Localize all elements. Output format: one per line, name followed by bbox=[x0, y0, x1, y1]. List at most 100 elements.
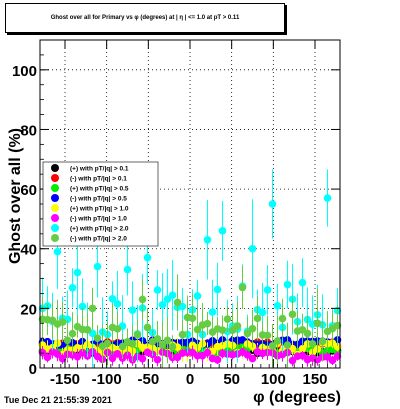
data-point bbox=[38, 348, 47, 357]
data-point bbox=[73, 352, 82, 361]
data-point bbox=[53, 350, 62, 359]
data-point bbox=[218, 326, 227, 334]
data-point bbox=[248, 354, 257, 363]
data-point bbox=[203, 319, 212, 328]
data-point bbox=[58, 318, 67, 326]
data-point bbox=[288, 356, 297, 365]
axis-ticks: -150 -100 -50 0 50 100 150 0 20 40 60 80 100 bbox=[12, 39, 340, 388]
data-point bbox=[153, 335, 162, 343]
data-point bbox=[333, 352, 342, 361]
data-point bbox=[273, 301, 282, 310]
data-points bbox=[38, 169, 342, 368]
x-tick-label: 100 bbox=[261, 371, 286, 388]
data-point bbox=[188, 314, 197, 322]
data-point bbox=[278, 314, 287, 323]
legend-marker bbox=[51, 204, 59, 212]
data-point bbox=[193, 292, 202, 300]
legend-box bbox=[42, 161, 159, 247]
y-tick-label: 40 bbox=[20, 242, 37, 259]
data-point bbox=[268, 341, 277, 350]
title-box: Ghost over all for Primary vs φ (degrees… bbox=[5, 3, 285, 33]
data-point bbox=[298, 344, 307, 353]
data-point bbox=[53, 247, 62, 256]
data-point bbox=[213, 285, 222, 294]
legend-label: (-) with pT/|q| > 1.0 bbox=[70, 216, 127, 223]
data-point bbox=[43, 353, 52, 362]
data-point bbox=[78, 302, 87, 311]
data-point bbox=[113, 350, 122, 358]
data-point bbox=[288, 310, 297, 319]
data-point bbox=[93, 262, 102, 271]
data-point bbox=[123, 265, 132, 274]
y-tick-label: 20 bbox=[20, 301, 37, 318]
data-point bbox=[123, 351, 132, 359]
legend-label: (+) with pT/|q| > 1.0 bbox=[70, 206, 129, 213]
data-point bbox=[233, 322, 242, 330]
data-point bbox=[88, 304, 97, 313]
data-point bbox=[168, 291, 177, 300]
legend: (+) with pT/|q| > 0.1 (-) with pT/|q| > 0… bbox=[42, 161, 159, 247]
legend-marker bbox=[51, 194, 59, 202]
x-tick-label: -150 bbox=[50, 371, 80, 388]
data-point bbox=[178, 330, 187, 339]
legend-label: (+) with pT/|q| > 2.0 bbox=[70, 226, 129, 233]
data-point bbox=[118, 342, 127, 351]
legend-marker bbox=[51, 214, 59, 222]
data-point bbox=[58, 354, 67, 363]
data-point bbox=[253, 314, 262, 323]
data-point bbox=[108, 294, 117, 303]
data-point bbox=[263, 286, 272, 294]
legend-label: (+) with pT/|q| > 0.5 bbox=[70, 186, 129, 193]
data-point bbox=[163, 336, 172, 345]
legend-label: (-) with pT/|q| > 2.0 bbox=[70, 236, 127, 243]
legend-marker bbox=[51, 184, 59, 192]
data-point bbox=[263, 331, 272, 340]
x-tick-label: 0 bbox=[186, 371, 194, 388]
data-point bbox=[168, 342, 177, 351]
data-point bbox=[298, 278, 307, 287]
data-point bbox=[153, 355, 162, 364]
data-point bbox=[93, 334, 102, 342]
data-point bbox=[133, 331, 142, 339]
legend-marker bbox=[51, 234, 59, 242]
timestamp: Tue Dec 21 21:55:39 2021 bbox=[4, 395, 112, 405]
data-point bbox=[103, 339, 112, 348]
data-point bbox=[153, 286, 162, 294]
y-tick-label: 100 bbox=[12, 63, 37, 80]
x-axis-label: φ (degrees) bbox=[253, 389, 341, 406]
y-tick-label: 0 bbox=[29, 361, 37, 378]
y-axis-label: Ghost over all (%) bbox=[7, 128, 24, 264]
data-point bbox=[218, 227, 227, 235]
data-point bbox=[333, 321, 342, 330]
data-point bbox=[333, 342, 342, 351]
series-7 bbox=[38, 265, 342, 368]
data-point bbox=[128, 339, 137, 348]
data-point bbox=[208, 308, 217, 316]
data-point bbox=[193, 325, 202, 334]
data-point bbox=[128, 306, 137, 314]
legend-marker bbox=[51, 224, 59, 232]
data-point bbox=[268, 200, 277, 208]
data-point bbox=[273, 337, 282, 345]
x-tick-label: 50 bbox=[223, 371, 240, 388]
data-point bbox=[203, 235, 212, 244]
data-point bbox=[138, 295, 147, 304]
data-point bbox=[323, 194, 332, 202]
data-point bbox=[238, 283, 247, 292]
data-point bbox=[108, 354, 117, 363]
data-point bbox=[113, 300, 122, 308]
data-point bbox=[213, 356, 222, 364]
data-point bbox=[68, 283, 77, 292]
legend-marker bbox=[51, 164, 59, 172]
data-point bbox=[228, 326, 237, 335]
x-tick-label: -50 bbox=[137, 371, 159, 388]
data-point bbox=[158, 300, 167, 309]
data-point bbox=[68, 329, 77, 338]
y-tick-label: 80 bbox=[20, 122, 37, 139]
chart-title: Ghost over all for Primary vs φ (degrees… bbox=[50, 15, 240, 21]
data-point bbox=[143, 323, 152, 332]
data-point bbox=[258, 308, 267, 317]
data-point bbox=[223, 315, 232, 323]
legend-label: (-) with pT/|q| > 0.1 bbox=[70, 176, 127, 183]
